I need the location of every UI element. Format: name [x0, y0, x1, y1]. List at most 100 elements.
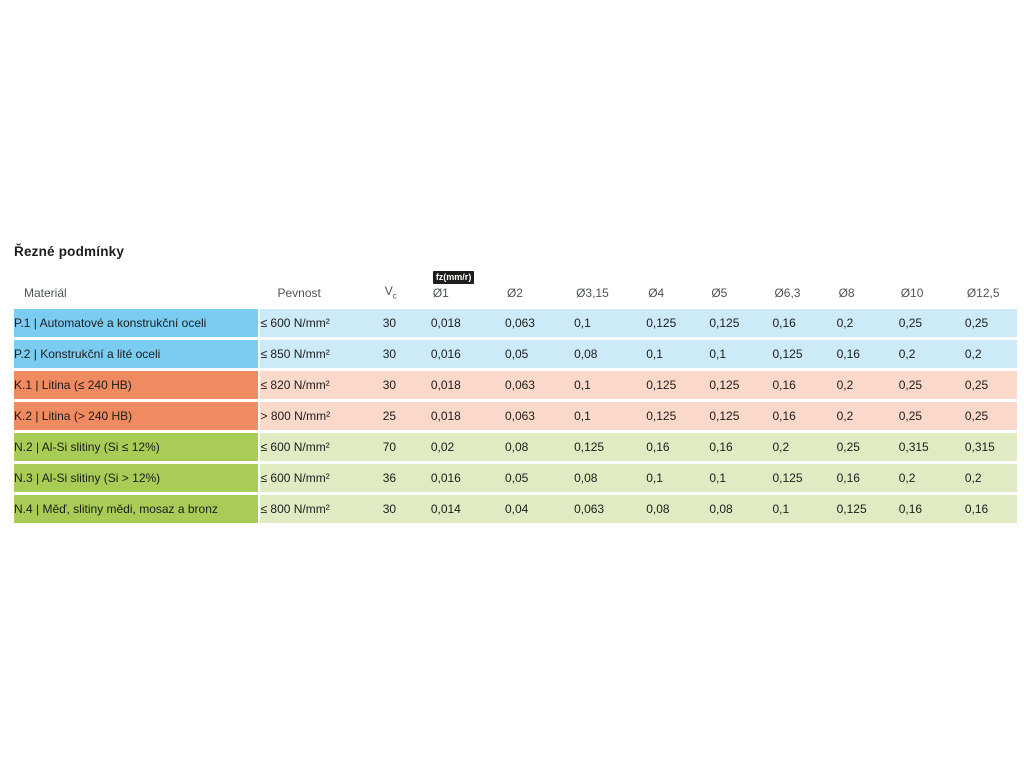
fz-cell: 0,2: [898, 464, 965, 492]
fz-cell: 0,014: [430, 495, 505, 523]
fz-cell: 0,315: [898, 433, 965, 461]
fz-cell: 0,1: [574, 402, 647, 430]
fz-cell: 0,1: [574, 309, 647, 337]
fz-cell: 0,1: [709, 464, 773, 492]
header-diameter-3: Ø3,15: [574, 266, 647, 306]
vc-cell: 25: [382, 402, 431, 430]
fz-cell: 0,018: [430, 309, 505, 337]
fz-cell: 0,125: [709, 309, 773, 337]
fz-cell: 0,1: [772, 495, 837, 523]
fz-cell: 0,2: [964, 340, 1017, 368]
table-row-n4: N.4 | Měď, slitiny mědi, mosaz a bronz ≤…: [14, 495, 1017, 523]
material-cell: N.4 | Měď, slitiny mědi, mosaz a bronz: [14, 495, 261, 523]
vc-cell: 30: [382, 495, 431, 523]
fz-cell: 0,2: [964, 464, 1017, 492]
cutting-conditions-section: Řezné podmínky Materiál Pevnost Vc fz(mm…: [14, 244, 1017, 526]
fz-cell: 0,1: [709, 340, 773, 368]
fz-cell: 0,05: [504, 340, 575, 368]
material-cell: K.2 | Litina (> 240 HB): [14, 402, 261, 430]
fz-cell: 0,16: [772, 309, 837, 337]
strength-cell: > 800 N/mm²: [260, 402, 383, 430]
fz-cell: 0,063: [574, 495, 647, 523]
table-body: P.1 | Automatové a konstrukční oceli ≤ 6…: [14, 309, 1017, 523]
fz-cell: 0,16: [964, 495, 1017, 523]
fz-cell: 0,16: [709, 433, 773, 461]
fz-cell: 0,016: [430, 340, 505, 368]
fz-cell: 0,2: [836, 402, 899, 430]
vc-cell: 30: [382, 340, 431, 368]
vc-cell: 70: [382, 433, 431, 461]
header-diameter-6: Ø6,3: [772, 266, 837, 306]
fz-cell: 0,125: [709, 402, 773, 430]
table-row-k2: K.2 | Litina (> 240 HB) > 800 N/mm² 25 0…: [14, 402, 1017, 430]
fz-cell: 0,125: [836, 495, 899, 523]
fz-cell: 0,1: [574, 371, 647, 399]
header-diameter-2: Ø2: [504, 266, 575, 306]
table-row-n3: N.3 | Al-Si slitiny (Si > 12%) ≤ 600 N/m…: [14, 464, 1017, 492]
fz-cell: 0,25: [898, 371, 965, 399]
fz-cell: 0,25: [964, 309, 1017, 337]
fz-cell: 0,315: [964, 433, 1017, 461]
header-diameter-4: Ø4: [646, 266, 710, 306]
fz-cell: 0,25: [836, 433, 899, 461]
header-diameter-8: Ø10: [898, 266, 965, 306]
material-cell: N.2 | Al-Si slitiny (Si ≤ 12%): [14, 433, 261, 461]
fz-cell: 0,2: [772, 433, 837, 461]
header-diameter-9: Ø12,5: [964, 266, 1017, 306]
cutting-conditions-table: Materiál Pevnost Vc fz(mm/r) Ø1 Ø2 Ø3,15…: [14, 263, 1017, 526]
header-diameter-7: Ø8: [836, 266, 899, 306]
diameter-label: Ø1: [432, 286, 449, 300]
vc-cell: 36: [382, 464, 431, 492]
header-row: Materiál Pevnost Vc fz(mm/r) Ø1 Ø2 Ø3,15…: [14, 266, 1017, 306]
fz-cell: 0,16: [646, 433, 710, 461]
fz-cell: 0,063: [504, 371, 575, 399]
header-strength: Pevnost: [260, 266, 383, 306]
fz-cell: 0,08: [504, 433, 575, 461]
fz-cell: 0,25: [898, 309, 965, 337]
table-row-k1: K.1 | Litina (≤ 240 HB) ≤ 820 N/mm² 30 0…: [14, 371, 1017, 399]
section-title: Řezné podmínky: [14, 244, 125, 259]
fz-cell: 0,16: [836, 340, 899, 368]
header-diameter-5: Ø5: [709, 266, 773, 306]
fz-cell: 0,16: [836, 464, 899, 492]
fz-cell: 0,16: [772, 371, 837, 399]
strength-cell: ≤ 850 N/mm²: [260, 340, 383, 368]
strength-cell: ≤ 600 N/mm²: [260, 433, 383, 461]
fz-cell: 0,125: [574, 433, 647, 461]
fz-cell: 0,125: [709, 371, 773, 399]
table-row-n2: N.2 | Al-Si slitiny (Si ≤ 12%) ≤ 600 N/m…: [14, 433, 1017, 461]
fz-cell: 0,018: [430, 371, 505, 399]
fz-cell: 0,16: [898, 495, 965, 523]
fz-cell: 0,08: [646, 495, 710, 523]
table-row-p1: P.1 | Automatové a konstrukční oceli ≤ 6…: [14, 309, 1017, 337]
fz-cell: 0,1: [646, 464, 710, 492]
strength-cell: ≤ 800 N/mm²: [260, 495, 383, 523]
header-material: Materiál: [14, 266, 261, 306]
fz-cell: 0,05: [504, 464, 575, 492]
material-cell: P.1 | Automatové a konstrukční oceli: [14, 309, 261, 337]
fz-cell: 0,125: [646, 309, 710, 337]
fz-cell: 0,02: [430, 433, 505, 461]
fz-cell: 0,125: [646, 402, 710, 430]
vc-subscript: c: [392, 291, 397, 300]
fz-cell: 0,08: [574, 340, 647, 368]
fz-cell: 0,016: [430, 464, 505, 492]
table-header: Materiál Pevnost Vc fz(mm/r) Ø1 Ø2 Ø3,15…: [14, 266, 1017, 306]
material-cell: N.3 | Al-Si slitiny (Si > 12%): [14, 464, 261, 492]
fz-cell: 0,08: [574, 464, 647, 492]
fz-cell: 0,25: [898, 402, 965, 430]
strength-cell: ≤ 820 N/mm²: [260, 371, 383, 399]
table-row-p2: P.2 | Konstrukční a lité oceli ≤ 850 N/m…: [14, 340, 1017, 368]
vc-cell: 30: [382, 371, 431, 399]
material-cell: P.2 | Konstrukční a lité oceli: [14, 340, 261, 368]
fz-cell: 0,018: [430, 402, 505, 430]
strength-cell: ≤ 600 N/mm²: [260, 309, 383, 337]
header-cutting-speed: Vc: [382, 266, 431, 306]
fz-cell: 0,125: [772, 340, 837, 368]
fz-cell: 0,2: [836, 371, 899, 399]
fz-cell: 0,25: [964, 371, 1017, 399]
fz-cell: 0,08: [709, 495, 773, 523]
fz-cell: 0,125: [646, 371, 710, 399]
fz-cell: 0,063: [504, 309, 575, 337]
